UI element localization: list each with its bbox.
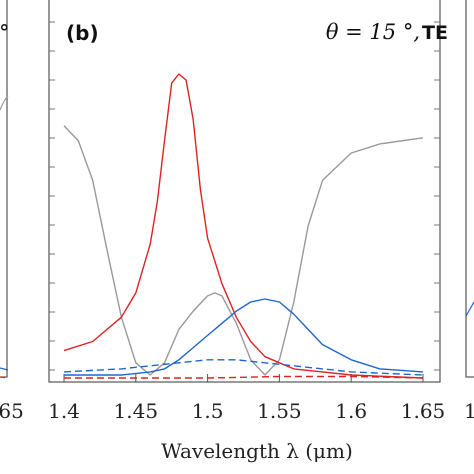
y-minor-ticks <box>49 21 440 371</box>
panel-label: (b) <box>66 21 99 45</box>
left-panel-frame <box>0 0 8 378</box>
left-panel-curve-gray <box>0 95 9 111</box>
series-line-1 <box>63 125 424 376</box>
left-panel-curve-blue <box>0 367 9 371</box>
x-tick-label: 1.4 <box>48 399 80 423</box>
left-panel-fragment: .65 ° <box>0 0 24 423</box>
x-tick-label: 1.55 <box>257 399 302 423</box>
x-ticks: 1.4 1.45 1.5 1.55 1.6 1.65 <box>48 374 445 423</box>
x-tick-label: 1.65 <box>401 399 446 423</box>
series-layer <box>63 73 424 379</box>
right-panel-tick-label: 1 <box>464 399 474 423</box>
x-tick-label: 1.5 <box>192 399 224 423</box>
x-tick-label: 1.6 <box>335 399 367 423</box>
x-tick-label: 1.45 <box>114 399 159 423</box>
polarization-label: TE <box>422 22 448 44</box>
angle-condition: θ = 15 °, <box>326 20 420 44</box>
plot-frame <box>48 0 441 383</box>
x-axis-title: Wavelength λ (μm) <box>161 439 353 463</box>
series-line-2 <box>63 73 424 379</box>
right-panel-curve-blue <box>465 301 474 317</box>
right-panel-frame <box>465 0 474 378</box>
series-line-3 <box>64 298 424 376</box>
series-line-4 <box>63 359 424 376</box>
right-panel-fragment: 1 <box>464 0 474 423</box>
left-panel-condition-fragment: ° <box>0 21 10 45</box>
left-panel-tick-label: .65 <box>0 399 24 423</box>
series-line-5 <box>64 375 424 379</box>
left-panel-curve-red-dashed <box>0 376 9 379</box>
panel-b: 1.4 1.45 1.5 1.55 1.6 1.65 (b) θ = 15 °, TE <box>48 0 448 423</box>
